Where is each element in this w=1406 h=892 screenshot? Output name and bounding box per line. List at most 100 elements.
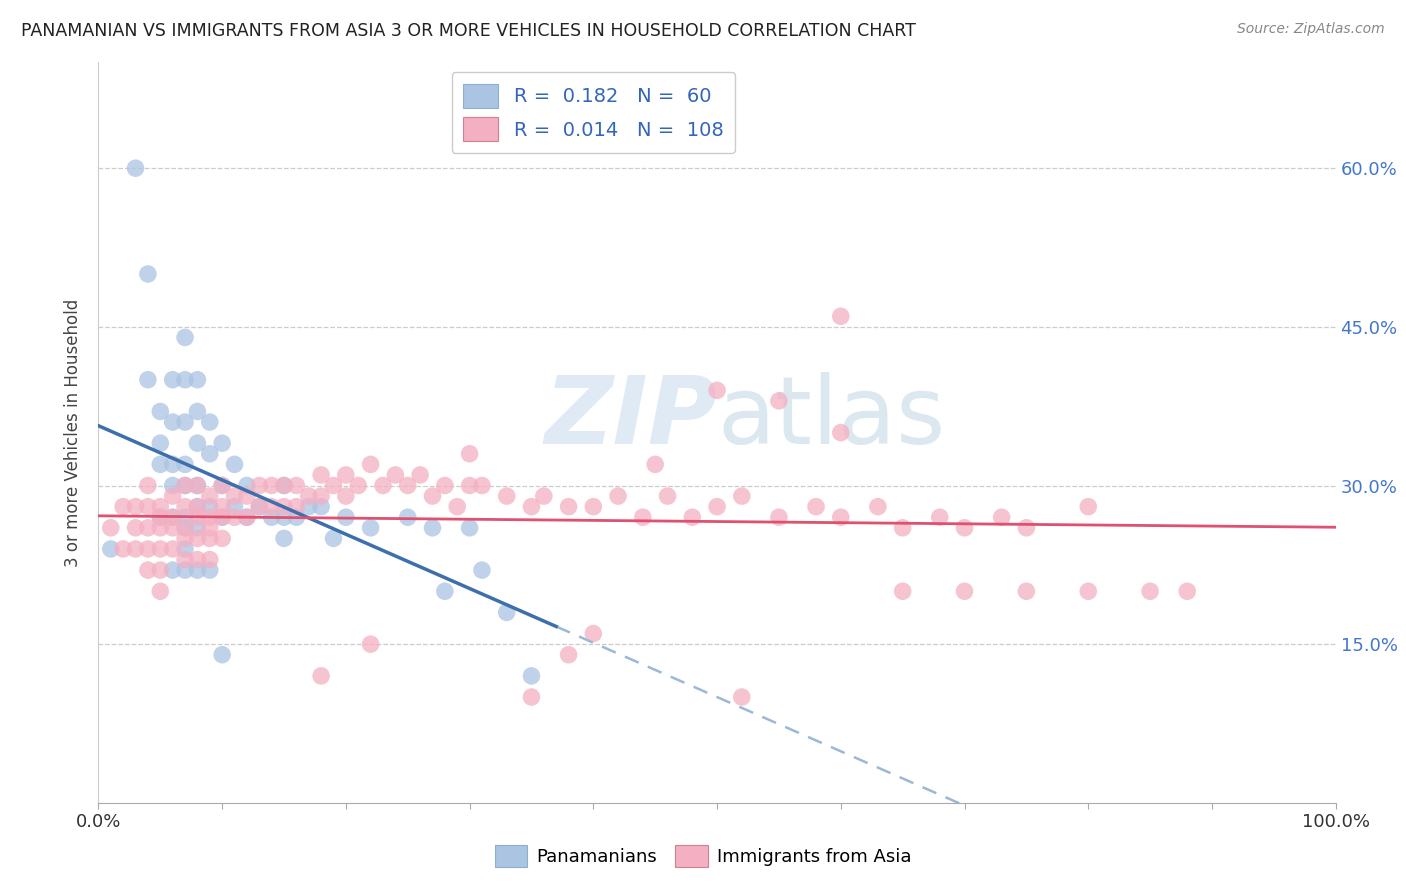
Point — [433, 584, 456, 599]
Point — [520, 500, 543, 514]
Point — [186, 436, 208, 450]
Point — [495, 489, 517, 503]
Point — [557, 648, 579, 662]
Point — [928, 510, 950, 524]
Point — [124, 161, 146, 176]
Point — [322, 478, 344, 492]
Point — [273, 532, 295, 546]
Point — [322, 532, 344, 546]
Point — [273, 510, 295, 524]
Point — [866, 500, 889, 514]
Point — [224, 500, 246, 514]
Point — [211, 510, 233, 524]
Point — [211, 478, 233, 492]
Point — [1077, 500, 1099, 514]
Point — [1015, 521, 1038, 535]
Point — [830, 310, 852, 324]
Point — [607, 489, 630, 503]
Point — [136, 563, 159, 577]
Point — [731, 690, 754, 704]
Point — [124, 541, 146, 556]
Point — [162, 458, 184, 472]
Point — [224, 489, 246, 503]
Point — [260, 478, 283, 492]
Point — [804, 500, 827, 514]
Point — [186, 478, 208, 492]
Point — [174, 458, 197, 472]
Point — [136, 373, 159, 387]
Point — [174, 563, 197, 577]
Point — [891, 521, 914, 535]
Text: atlas: atlas — [717, 372, 945, 464]
Point — [124, 521, 146, 535]
Point — [422, 521, 444, 535]
Point — [285, 500, 308, 514]
Point — [520, 669, 543, 683]
Point — [768, 393, 790, 408]
Point — [384, 467, 406, 482]
Point — [198, 510, 221, 524]
Point — [186, 500, 208, 514]
Point — [174, 330, 197, 344]
Point — [236, 489, 259, 503]
Point — [1175, 584, 1198, 599]
Point — [186, 478, 208, 492]
Point — [422, 489, 444, 503]
Point — [458, 521, 481, 535]
Point — [1015, 584, 1038, 599]
Point — [236, 478, 259, 492]
Point — [953, 521, 976, 535]
Point — [162, 489, 184, 503]
Point — [458, 447, 481, 461]
Y-axis label: 3 or more Vehicles in Household: 3 or more Vehicles in Household — [65, 299, 83, 566]
Point — [298, 500, 321, 514]
Point — [582, 500, 605, 514]
Point — [136, 478, 159, 492]
Point — [247, 500, 270, 514]
Point — [360, 637, 382, 651]
Point — [136, 267, 159, 281]
Point — [1077, 584, 1099, 599]
Point — [520, 690, 543, 704]
Point — [731, 489, 754, 503]
Point — [224, 458, 246, 472]
Point — [186, 404, 208, 418]
Point — [360, 521, 382, 535]
Point — [644, 458, 666, 472]
Point — [211, 510, 233, 524]
Point — [149, 521, 172, 535]
Point — [335, 467, 357, 482]
Point — [149, 404, 172, 418]
Point — [768, 510, 790, 524]
Point — [582, 626, 605, 640]
Point — [162, 510, 184, 524]
Text: Source: ZipAtlas.com: Source: ZipAtlas.com — [1237, 22, 1385, 37]
Point — [495, 606, 517, 620]
Point — [285, 478, 308, 492]
Point — [706, 500, 728, 514]
Point — [149, 510, 172, 524]
Point — [198, 447, 221, 461]
Point — [198, 489, 221, 503]
Point — [309, 500, 332, 514]
Point — [174, 415, 197, 429]
Point — [891, 584, 914, 599]
Point — [149, 510, 172, 524]
Point — [136, 521, 159, 535]
Point — [211, 500, 233, 514]
Point — [174, 478, 197, 492]
Point — [186, 521, 208, 535]
Point — [681, 510, 703, 524]
Point — [186, 510, 208, 524]
Point — [100, 521, 122, 535]
Point — [247, 478, 270, 492]
Point — [162, 521, 184, 535]
Point — [174, 521, 197, 535]
Point — [953, 584, 976, 599]
Point — [198, 415, 221, 429]
Point — [830, 425, 852, 440]
Point — [335, 489, 357, 503]
Point — [162, 510, 184, 524]
Point — [298, 489, 321, 503]
Point — [112, 500, 135, 514]
